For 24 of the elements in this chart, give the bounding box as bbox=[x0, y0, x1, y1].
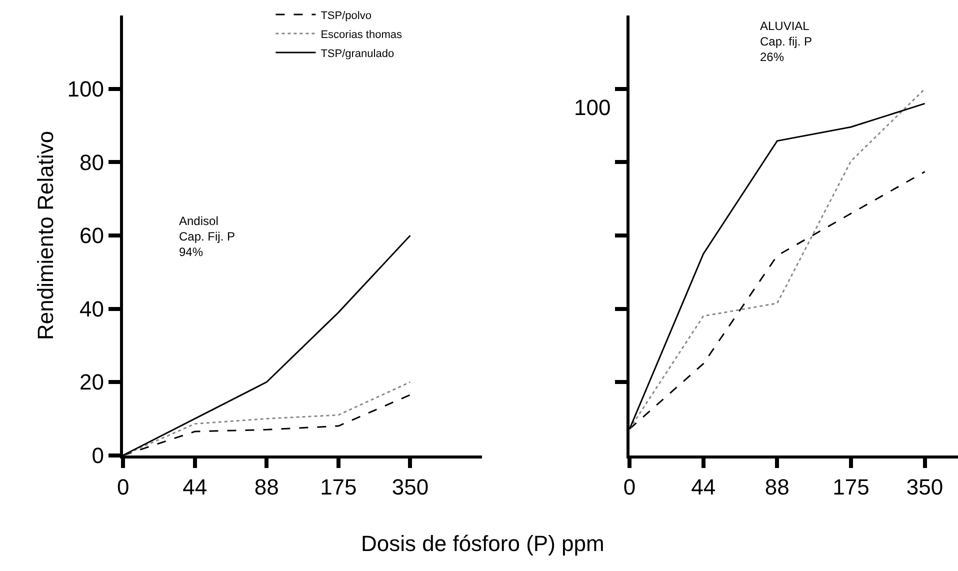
x-tick-label: 0 bbox=[623, 474, 636, 500]
x-tick-label: 175 bbox=[320, 474, 357, 500]
y-tick-label: 20 bbox=[79, 370, 104, 395]
legend-label: Escorias thomas bbox=[320, 28, 403, 41]
x-tick-label: 44 bbox=[691, 474, 716, 500]
text: 100 bbox=[574, 95, 611, 120]
legend-label: TSP/granulado bbox=[320, 48, 394, 60]
y-tick-label: 0 bbox=[92, 443, 104, 468]
y-tick-label: 40 bbox=[79, 296, 104, 322]
x-tick-label: 350 bbox=[906, 474, 944, 500]
x-tick-label: 175 bbox=[832, 474, 870, 500]
y-tick-label: 100 bbox=[67, 76, 104, 102]
y-tick-label: 80 bbox=[79, 150, 104, 175]
annotation: ALUVIAL Cap. fij. P 26% bbox=[760, 19, 812, 64]
x-tick-label: 44 bbox=[182, 474, 208, 500]
y-tick-label: 60 bbox=[79, 223, 104, 248]
x-tick-label: 350 bbox=[392, 474, 429, 500]
legend-label: TSP/polvo bbox=[320, 10, 372, 22]
x-tick-label: 0 bbox=[116, 474, 130, 500]
y-axis-title: Rendimiento Relativo bbox=[33, 130, 58, 340]
x-axis-title: Dosis de fósforo (P) ppm bbox=[361, 531, 604, 556]
x-tick-label: 88 bbox=[764, 474, 790, 500]
x-tick-label: 88 bbox=[254, 474, 279, 500]
annotation: Andisol Cap. Fij. P 94% bbox=[179, 214, 236, 260]
